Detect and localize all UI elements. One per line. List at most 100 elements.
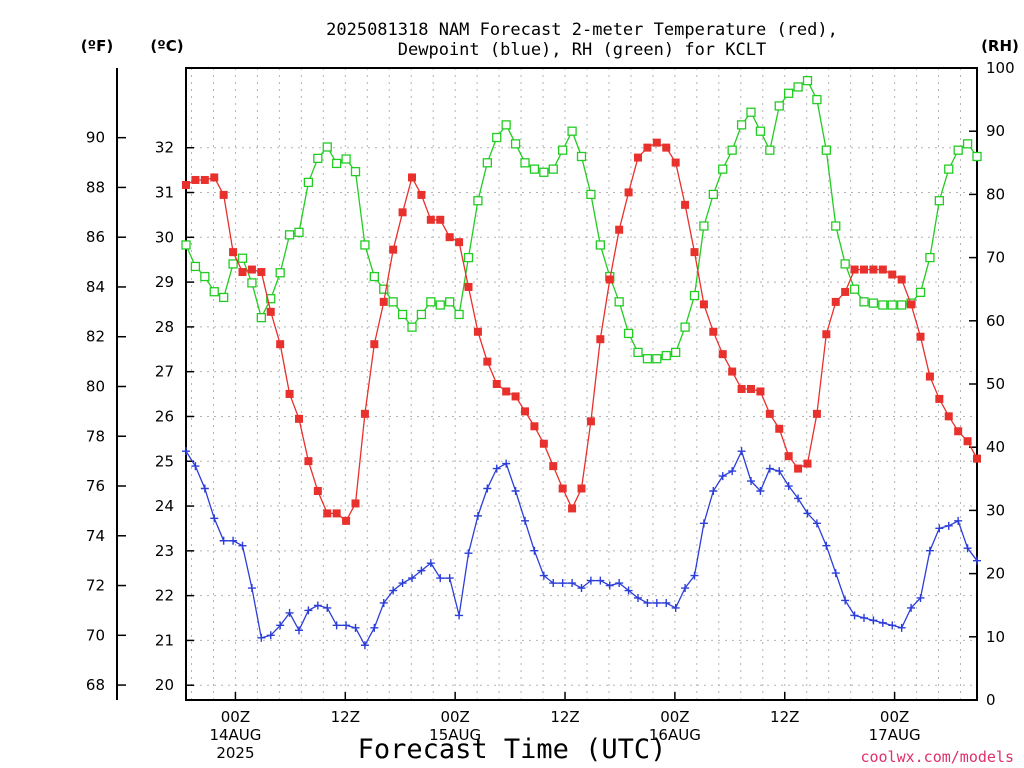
dewpoint-point (634, 593, 642, 602)
rh-series (181, 75, 982, 364)
rh-point (492, 132, 502, 143)
rh-point (774, 101, 784, 111)
dewpoint-point (699, 519, 708, 528)
rh-point (736, 120, 747, 130)
temperature-point (699, 300, 708, 309)
rh-point (416, 309, 427, 320)
temperature-point (313, 486, 322, 495)
dewpoint-point (436, 574, 445, 583)
dewpoint-point (671, 603, 680, 612)
dewpoint-point (445, 574, 454, 583)
dewpoint-point (756, 486, 765, 495)
temperature-point (775, 424, 784, 433)
rh-point (397, 309, 408, 320)
temperature-point (219, 190, 228, 199)
temperature-point (295, 414, 303, 423)
dewpoint-point (596, 576, 605, 585)
rh-point (812, 94, 822, 105)
c-tick-label: 25 (155, 452, 174, 470)
rh-point (294, 227, 304, 237)
dewpoint-point (426, 559, 435, 568)
rh-point (944, 164, 954, 174)
dewpoint-point (624, 586, 633, 595)
f-tick-label: 82 (86, 328, 105, 346)
rh-point (350, 166, 361, 177)
dewpoint-point (238, 541, 247, 550)
dewpoint-point (266, 631, 275, 640)
dewpoint-point (389, 586, 398, 595)
f-tick-label: 86 (86, 228, 105, 246)
rh-point (840, 259, 850, 269)
dewpoint-point (860, 613, 868, 622)
temperature-point (831, 297, 840, 306)
rh-point (727, 145, 737, 155)
dewpoint-point (916, 593, 925, 602)
rh-point (454, 309, 464, 320)
rh-point (746, 107, 756, 117)
dewpoint-point (812, 519, 821, 528)
temperature-point (229, 248, 238, 257)
dewpoint-point (747, 477, 755, 486)
rh-point (878, 300, 888, 310)
dewpoint-point (803, 509, 812, 518)
rh-point (181, 240, 191, 250)
temperature-point (238, 268, 247, 277)
dewpoint-point (831, 569, 840, 578)
rh-point (435, 300, 445, 310)
f-tick-label: 68 (86, 676, 105, 694)
dewpoint-point (568, 579, 577, 588)
x-tick-label-time: 00Z (221, 708, 250, 726)
rh-point (623, 328, 634, 339)
dewpoint-point (483, 484, 492, 493)
rh-point (445, 297, 455, 307)
dewpoint-point (737, 447, 746, 456)
temperature-point (257, 268, 266, 277)
c-tick-label: 22 (155, 587, 174, 605)
temperature-point (671, 158, 680, 167)
temperature-point (756, 387, 765, 396)
temperature-point (417, 190, 426, 199)
rh-point (576, 151, 587, 162)
rh-tick-label: 50 (986, 375, 1005, 393)
rh-point (228, 259, 238, 269)
temperature-point (954, 427, 963, 436)
dewpoint-point (643, 598, 652, 607)
rh-point (821, 145, 831, 155)
rh-point (642, 354, 653, 364)
temperature-point (379, 297, 388, 306)
dewpoint-series (182, 447, 981, 650)
x-tick-label-date: 14AUG (209, 726, 261, 744)
rh-point (859, 297, 869, 307)
dewpoint-point (191, 462, 200, 471)
dewpoint-point (351, 623, 360, 632)
dewpoint-point (295, 626, 303, 635)
dewpoint-point (502, 459, 511, 468)
dewpoint-point (869, 616, 878, 625)
c-tick-label: 20 (155, 676, 174, 694)
f-tick-label: 90 (86, 129, 105, 147)
temperature-point (455, 238, 464, 247)
temperature-series (182, 138, 981, 525)
temperature-point (850, 265, 859, 274)
rh-tick-label: 70 (986, 249, 1005, 267)
dewpoint-point (973, 556, 981, 565)
c-tick-label: 30 (155, 228, 174, 246)
dewpoint-point (709, 486, 718, 495)
rh-point (652, 354, 662, 364)
f-tick-label: 80 (86, 377, 105, 395)
dewpoint-point (370, 623, 379, 632)
x-tick-label-time: 12Z (331, 708, 360, 726)
dewpoint-point (473, 511, 482, 520)
temperature-point (935, 394, 944, 403)
temperature-point (408, 173, 416, 182)
x-tick-label-time: 12Z (770, 708, 799, 726)
rh-point (661, 350, 671, 361)
rh-tick-label: 90 (986, 122, 1005, 140)
temperature-point (794, 464, 803, 473)
rh-point (972, 151, 982, 162)
temperature-point (652, 138, 661, 147)
dewpoint-point (229, 536, 238, 545)
f-tick-label: 78 (86, 427, 105, 445)
plot-frame (185, 67, 978, 701)
